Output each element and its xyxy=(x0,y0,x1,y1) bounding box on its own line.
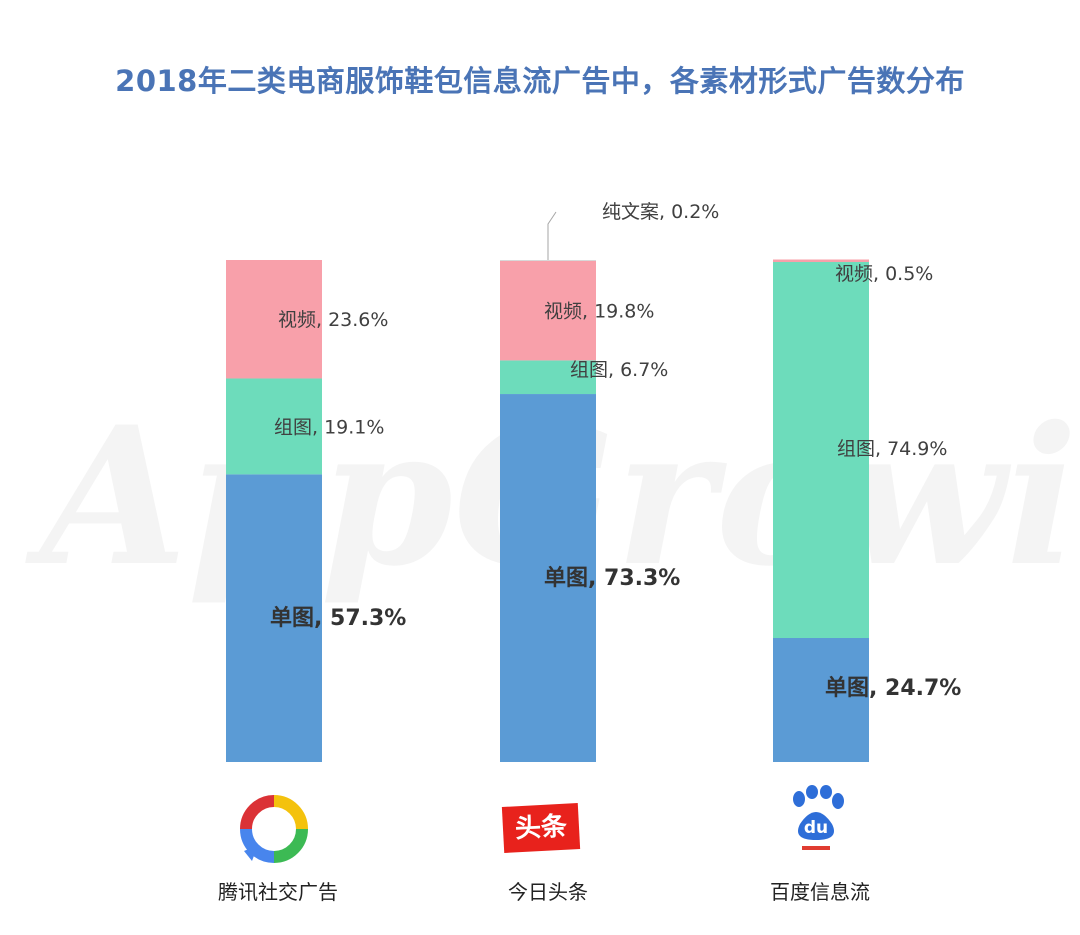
bar-segment-0-0 xyxy=(226,474,322,762)
toutiao-logo-text: 头条 xyxy=(514,811,568,845)
bar-segment-2-1 xyxy=(773,262,869,639)
data-label-1-3: 纯文案, 0.2% xyxy=(602,201,719,223)
bar-segment-2-2 xyxy=(773,259,869,263)
data-label-1-2: 视频, 19.8% xyxy=(544,301,654,323)
data-label-2-2: 视频, 0.5% xyxy=(835,263,933,285)
baidu-logo-text: du xyxy=(803,818,829,838)
data-label-1-0: 单图, 73.3% xyxy=(544,566,680,591)
data-label-0-0: 单图, 57.3% xyxy=(270,606,406,631)
toutiao-logo-icon: 头条 xyxy=(501,803,581,853)
data-label-0-1: 组图, 19.1% xyxy=(274,416,384,438)
leader-line xyxy=(547,211,557,260)
bar-segment-0-2 xyxy=(226,260,322,379)
bar-segment-1-2 xyxy=(500,261,596,361)
platform-name-tencent: 腾讯社交广告 xyxy=(218,880,338,904)
bar-segment-0-1 xyxy=(226,378,322,475)
bar-segment-1-0 xyxy=(500,394,596,762)
bar-segment-1-3 xyxy=(500,260,596,262)
data-label-2-0: 单图, 24.7% xyxy=(825,676,961,701)
data-label-1-1: 组图, 6.7% xyxy=(570,359,668,381)
bar-segment-2-0 xyxy=(773,638,869,762)
data-label-2-1: 组图, 74.9% xyxy=(837,438,947,460)
tencent-ads-logo-icon xyxy=(240,795,308,863)
platform-name-baidu: 百度信息流 xyxy=(770,880,870,904)
platform-name-toutiao: 今日头条 xyxy=(508,880,588,904)
bar-segment-1-1 xyxy=(500,360,596,395)
baidu-paw-logo-icon xyxy=(793,785,844,850)
chart-title: 2018年二类电商服饰鞋包信息流广告中，各素材形式广告数分布 xyxy=(115,64,965,98)
data-label-0-2: 视频, 23.6% xyxy=(278,309,388,331)
